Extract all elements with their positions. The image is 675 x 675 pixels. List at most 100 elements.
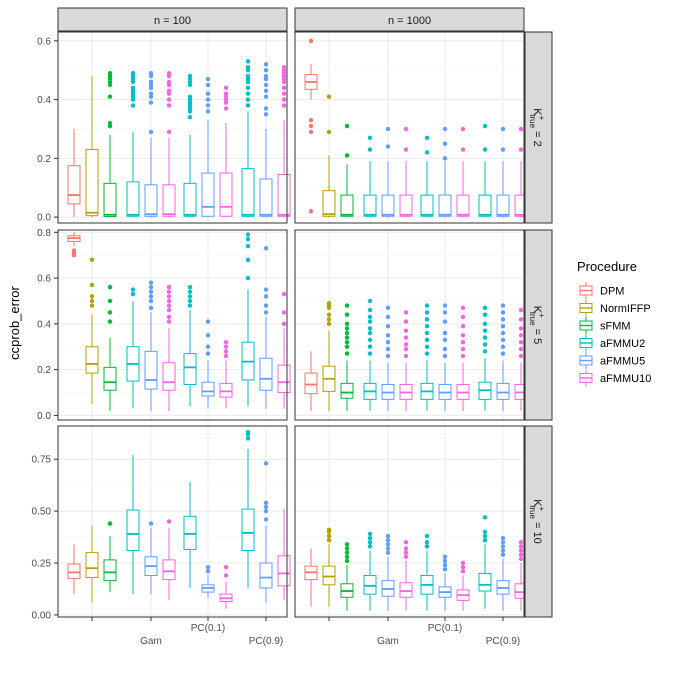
outlier-point — [166, 289, 172, 295]
outlier-point — [166, 79, 172, 85]
outlier-point — [326, 312, 332, 317]
outlier-point — [367, 147, 373, 152]
box — [126, 70, 140, 218]
y-tick-label: 0.0 — [37, 411, 51, 422]
y-axis-title: ccprob_error — [7, 285, 22, 359]
panel-border — [57, 31, 288, 224]
box-body — [399, 194, 413, 217]
outlier-point — [148, 79, 154, 85]
box-body — [183, 182, 197, 217]
outlier-point — [245, 85, 251, 91]
box-body — [277, 555, 291, 587]
box-body — [478, 572, 492, 592]
outlier-point — [482, 537, 488, 543]
box — [420, 135, 434, 218]
row-strip-label: K+true = 5 — [528, 306, 546, 344]
outlier-point — [500, 544, 506, 549]
outlier-point — [107, 319, 113, 324]
outlier-point — [308, 117, 314, 123]
box — [438, 303, 452, 411]
outlier-point — [500, 540, 506, 545]
outlier-point — [385, 314, 391, 320]
outlier-point — [500, 310, 506, 315]
outlier-point — [518, 346, 524, 352]
column-strip-label: n = 1000 — [388, 15, 431, 27]
box-body — [340, 382, 354, 399]
column-strip — [294, 7, 525, 32]
x-tick-label: Gam — [377, 636, 399, 647]
outlier-point — [187, 303, 193, 308]
outlier-point — [482, 335, 488, 340]
outlier-point — [107, 521, 113, 526]
box — [456, 560, 470, 611]
box — [126, 455, 140, 595]
outlier-point — [518, 333, 524, 338]
box-body — [219, 382, 233, 398]
facet-panel — [294, 31, 528, 224]
outlier-point — [460, 323, 466, 329]
box — [162, 70, 176, 218]
box-body — [340, 194, 354, 217]
box-body — [219, 172, 233, 217]
outlier-point — [245, 236, 251, 242]
outlier-point — [344, 326, 350, 331]
panel-border — [294, 31, 525, 224]
outlier-point — [518, 540, 524, 545]
outlier-point — [205, 82, 211, 88]
outlier-point — [326, 527, 332, 533]
outlier-point — [187, 115, 193, 120]
outlier-point — [460, 126, 466, 132]
box — [381, 126, 395, 218]
outlier-point — [460, 353, 466, 359]
outlier-point — [107, 285, 113, 290]
outlier-point — [326, 317, 332, 322]
outlier-point — [442, 353, 448, 359]
box — [322, 301, 336, 411]
outlier-point — [385, 550, 391, 555]
outlier-point — [344, 312, 350, 317]
box — [363, 531, 377, 611]
outlier-point — [166, 298, 172, 304]
outlier-point — [281, 310, 287, 315]
outlier-point — [500, 317, 506, 322]
outlier-point — [107, 70, 113, 76]
box — [201, 319, 215, 409]
outlier-point — [205, 333, 211, 338]
outlier-point — [482, 328, 488, 333]
outlier-point — [205, 91, 211, 96]
y-tick-label: 0.0 — [37, 213, 51, 224]
box-body — [103, 366, 117, 391]
outlier-point — [281, 291, 287, 297]
outlier-point — [148, 285, 154, 290]
outlier-point — [367, 531, 373, 537]
outlier-point — [460, 346, 466, 352]
box — [399, 310, 413, 411]
outlier-point — [148, 298, 154, 304]
outlier-point — [344, 554, 350, 559]
box — [85, 257, 99, 404]
box — [496, 126, 510, 218]
outlier-point — [403, 554, 409, 559]
outlier-point — [326, 533, 332, 539]
box-body — [381, 194, 395, 217]
outlier-point — [482, 147, 488, 152]
outlier-point — [403, 346, 409, 352]
outlier-point — [482, 342, 488, 347]
row-strip — [524, 229, 553, 421]
outlier-point — [223, 106, 229, 111]
box — [183, 73, 197, 218]
outlier-point — [148, 100, 154, 105]
box — [478, 123, 492, 218]
box-body — [496, 194, 510, 217]
outlier-point — [344, 550, 350, 555]
box — [259, 62, 273, 218]
outlier-point — [223, 564, 229, 570]
box — [103, 285, 117, 411]
box-body — [259, 562, 273, 589]
x-tick-label: PC(0.1) — [191, 623, 225, 634]
box — [259, 246, 273, 409]
box-body — [241, 508, 255, 552]
x-tick-label: PC(0.9) — [249, 636, 283, 647]
outlier-point — [71, 248, 77, 253]
y-tick-label: 0.2 — [37, 365, 51, 376]
